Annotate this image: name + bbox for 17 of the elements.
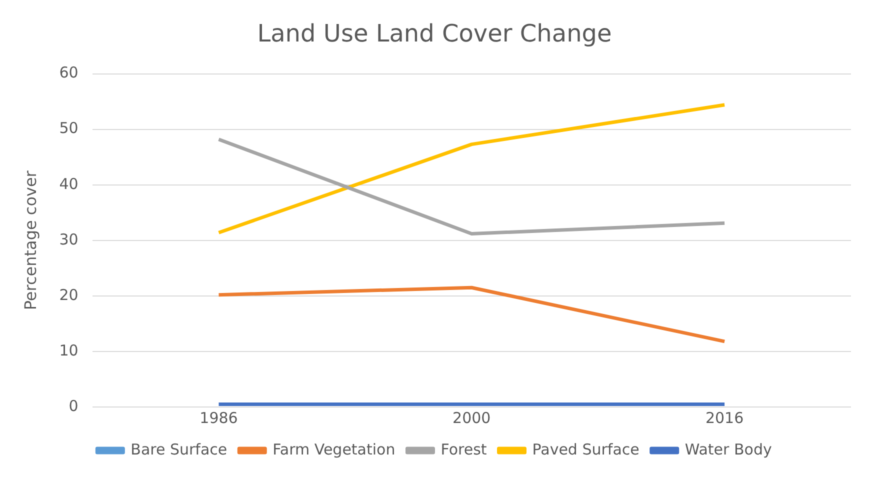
y-tick-label: 0 <box>68 396 78 415</box>
chart-title: Land Use Land Cover Change <box>257 20 612 48</box>
legend-label: Farm Vegetation <box>272 440 396 458</box>
y-tick-label: 60 <box>59 64 78 82</box>
legend-label: Water Body <box>684 440 772 458</box>
x-tick-label: 2000 <box>452 408 491 427</box>
y-tick-label: 10 <box>59 341 78 360</box>
y-tick-label: 20 <box>59 286 78 304</box>
x-tick-label: 1986 <box>200 408 238 427</box>
legend-label: Paved Surface <box>532 440 640 458</box>
y-axis-title: Percentage cover <box>20 170 40 310</box>
x-tick-label: 2016 <box>705 408 744 427</box>
legend-label: Forest <box>440 440 487 458</box>
y-tick-label: 40 <box>59 174 78 193</box>
y-tick-label: 50 <box>59 119 78 138</box>
y-tick-label: 30 <box>59 230 78 248</box>
legend-label: Bare Surface <box>130 440 228 458</box>
